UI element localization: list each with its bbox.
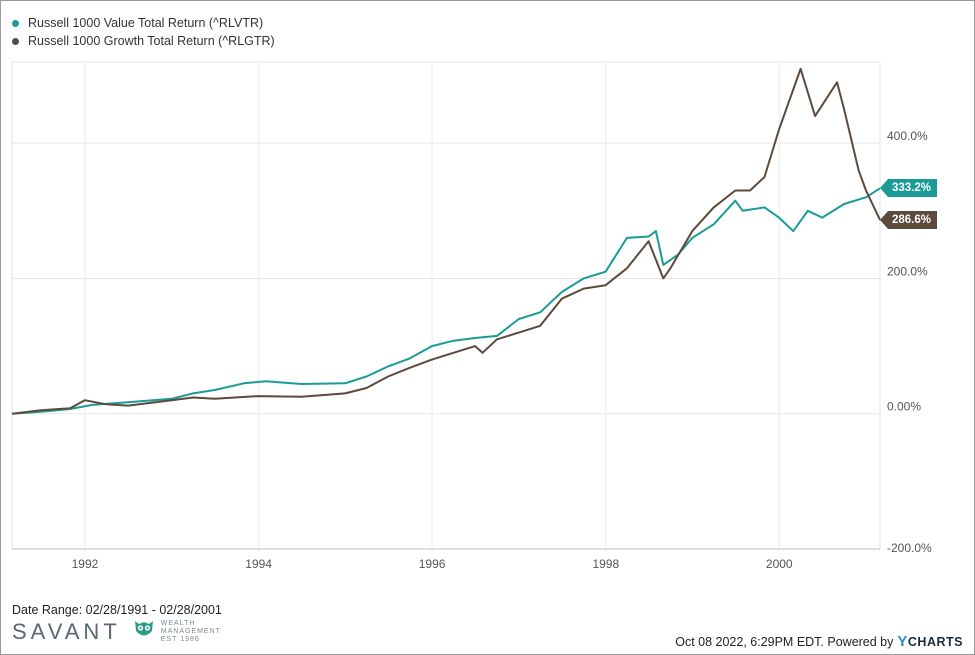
ycharts-logo-rest: CHARTS <box>907 635 963 649</box>
y-tick-label: 200.0% <box>887 264 928 278</box>
chart-legend: Russell 1000 Value Total Return (^RLVTR)… <box>12 14 275 50</box>
legend-dot-growth <box>12 37 19 45</box>
logo-wordmark: SAVANT <box>12 618 121 644</box>
ycharts-logo-y: Y <box>897 633 908 650</box>
logo-sub-management: MANAGEMENT <box>160 627 221 635</box>
growth-series-line <box>11 67 881 415</box>
end-value-badge-growth: 286.6% <box>879 210 938 229</box>
ycharts-logo[interactable]: YCHARTS <box>897 633 963 650</box>
legend-item-growth[interactable]: Russell 1000 Growth Total Return (^RLGTR… <box>12 32 275 50</box>
ycharts-credit: Oct 08 2022, 6:29PM EDT. Powered by YCHA… <box>675 633 963 650</box>
x-tick-label: 1996 <box>419 557 446 571</box>
credit-text: Oct 08 2022, 6:29PM EDT. Powered by <box>675 634 894 649</box>
legend-item-value[interactable]: Russell 1000 Value Total Return (^RLVTR) <box>12 14 275 32</box>
legend-label-value: Russell 1000 Value Total Return (^RLVTR) <box>28 16 264 30</box>
x-tick-label: 1994 <box>245 557 272 571</box>
y-tick-label: -200.0% <box>887 541 932 555</box>
logo-sub-wealth: WEALTH <box>160 619 196 627</box>
savant-logo: SAVANT WEALTH MANAGEMENT EST 1986 <box>12 618 221 645</box>
logo-sub-est: EST 1986 <box>160 635 200 643</box>
y-tick-label: 400.0% <box>887 129 928 143</box>
logo-subtitle: WEALTH MANAGEMENT EST 1986 <box>161 620 221 644</box>
owl-icon <box>133 618 155 645</box>
line-chart: -200.0% 0.00% 200.0% 400.0% 1992 1994 1996 1998… <box>11 61 932 571</box>
date-range-label: Date Range: 02/28/1991 - 02/28/2001 <box>12 603 222 617</box>
y-tick-label: 0.00% <box>887 400 921 414</box>
legend-dot-value <box>12 19 19 27</box>
legend-label-growth: Russell 1000 Growth Total Return (^RLGTR… <box>28 34 275 48</box>
x-tick-label: 2000 <box>766 557 793 571</box>
x-tick-label: 1998 <box>592 557 619 571</box>
x-tick-label: 1992 <box>72 557 99 571</box>
end-value-badge-value: 333.2% <box>879 179 938 198</box>
value-series-line <box>11 187 881 415</box>
